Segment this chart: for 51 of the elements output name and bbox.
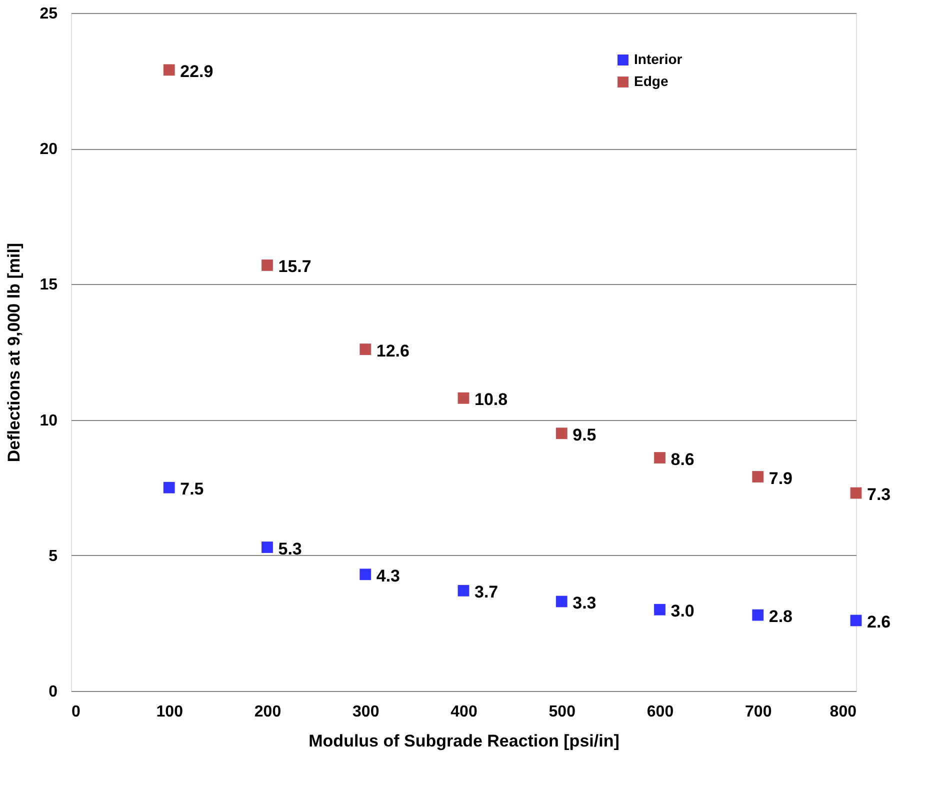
y-tick-label: 20	[40, 141, 58, 158]
data-label: 10.8	[474, 390, 508, 410]
point	[360, 568, 372, 580]
point	[556, 428, 568, 440]
point	[752, 609, 764, 621]
x-tick-label: 300	[352, 704, 380, 720]
data-label: 8.6	[670, 450, 694, 469]
point	[163, 64, 175, 76]
point	[262, 542, 273, 553]
point	[850, 614, 862, 626]
point	[262, 260, 273, 271]
y-tick-label: 15	[40, 276, 58, 294]
y-tick-label: 0	[48, 684, 58, 700]
point	[458, 584, 470, 596]
data-label: 3.0	[670, 602, 694, 621]
point	[654, 604, 666, 616]
x-tick-label: 600	[646, 704, 674, 720]
data-label: 12.6	[376, 341, 410, 360]
x-axis-title: Modulus of Subgrade Reaction [psi/in]	[308, 732, 620, 750]
y-tick-label: 10	[40, 412, 58, 430]
data-label: 22.9	[180, 62, 214, 81]
y-tick-label: 25	[40, 6, 58, 22]
data-label: 7.9	[768, 468, 793, 488]
x-tick-label: 400	[450, 704, 478, 720]
x-tick-label: 0	[72, 704, 80, 720]
point	[752, 471, 764, 482]
point	[654, 452, 666, 464]
data-label: 2.6	[867, 612, 891, 632]
point	[163, 482, 175, 494]
x-tick-label: 700	[745, 704, 772, 720]
x-tick-label: 500	[548, 704, 576, 720]
y-tick-label: 5	[48, 548, 58, 565]
data-label: 3.3	[572, 594, 596, 613]
x-tick-label: 800	[830, 704, 857, 720]
data-label: 9.5	[572, 425, 596, 444]
x-tick-label: 100	[156, 704, 184, 720]
data-label: 15.7	[278, 257, 312, 276]
legend-label: Edge	[634, 73, 668, 89]
data-label: 7.3	[867, 485, 891, 504]
data-label: 5.3	[278, 539, 302, 558]
point	[556, 596, 568, 608]
y-axis-title: Deflections at 9,000 lb [mil]	[4, 242, 24, 462]
data-label: 3.7	[474, 582, 498, 602]
data-label: 7.5	[180, 480, 204, 499]
point	[458, 392, 470, 404]
data-label: 2.8	[768, 607, 793, 626]
legend-label: Interior	[634, 51, 683, 67]
point	[360, 344, 372, 355]
x-tick-label: 200	[254, 704, 282, 720]
data-label: 4.3	[376, 566, 400, 586]
point	[850, 487, 862, 499]
